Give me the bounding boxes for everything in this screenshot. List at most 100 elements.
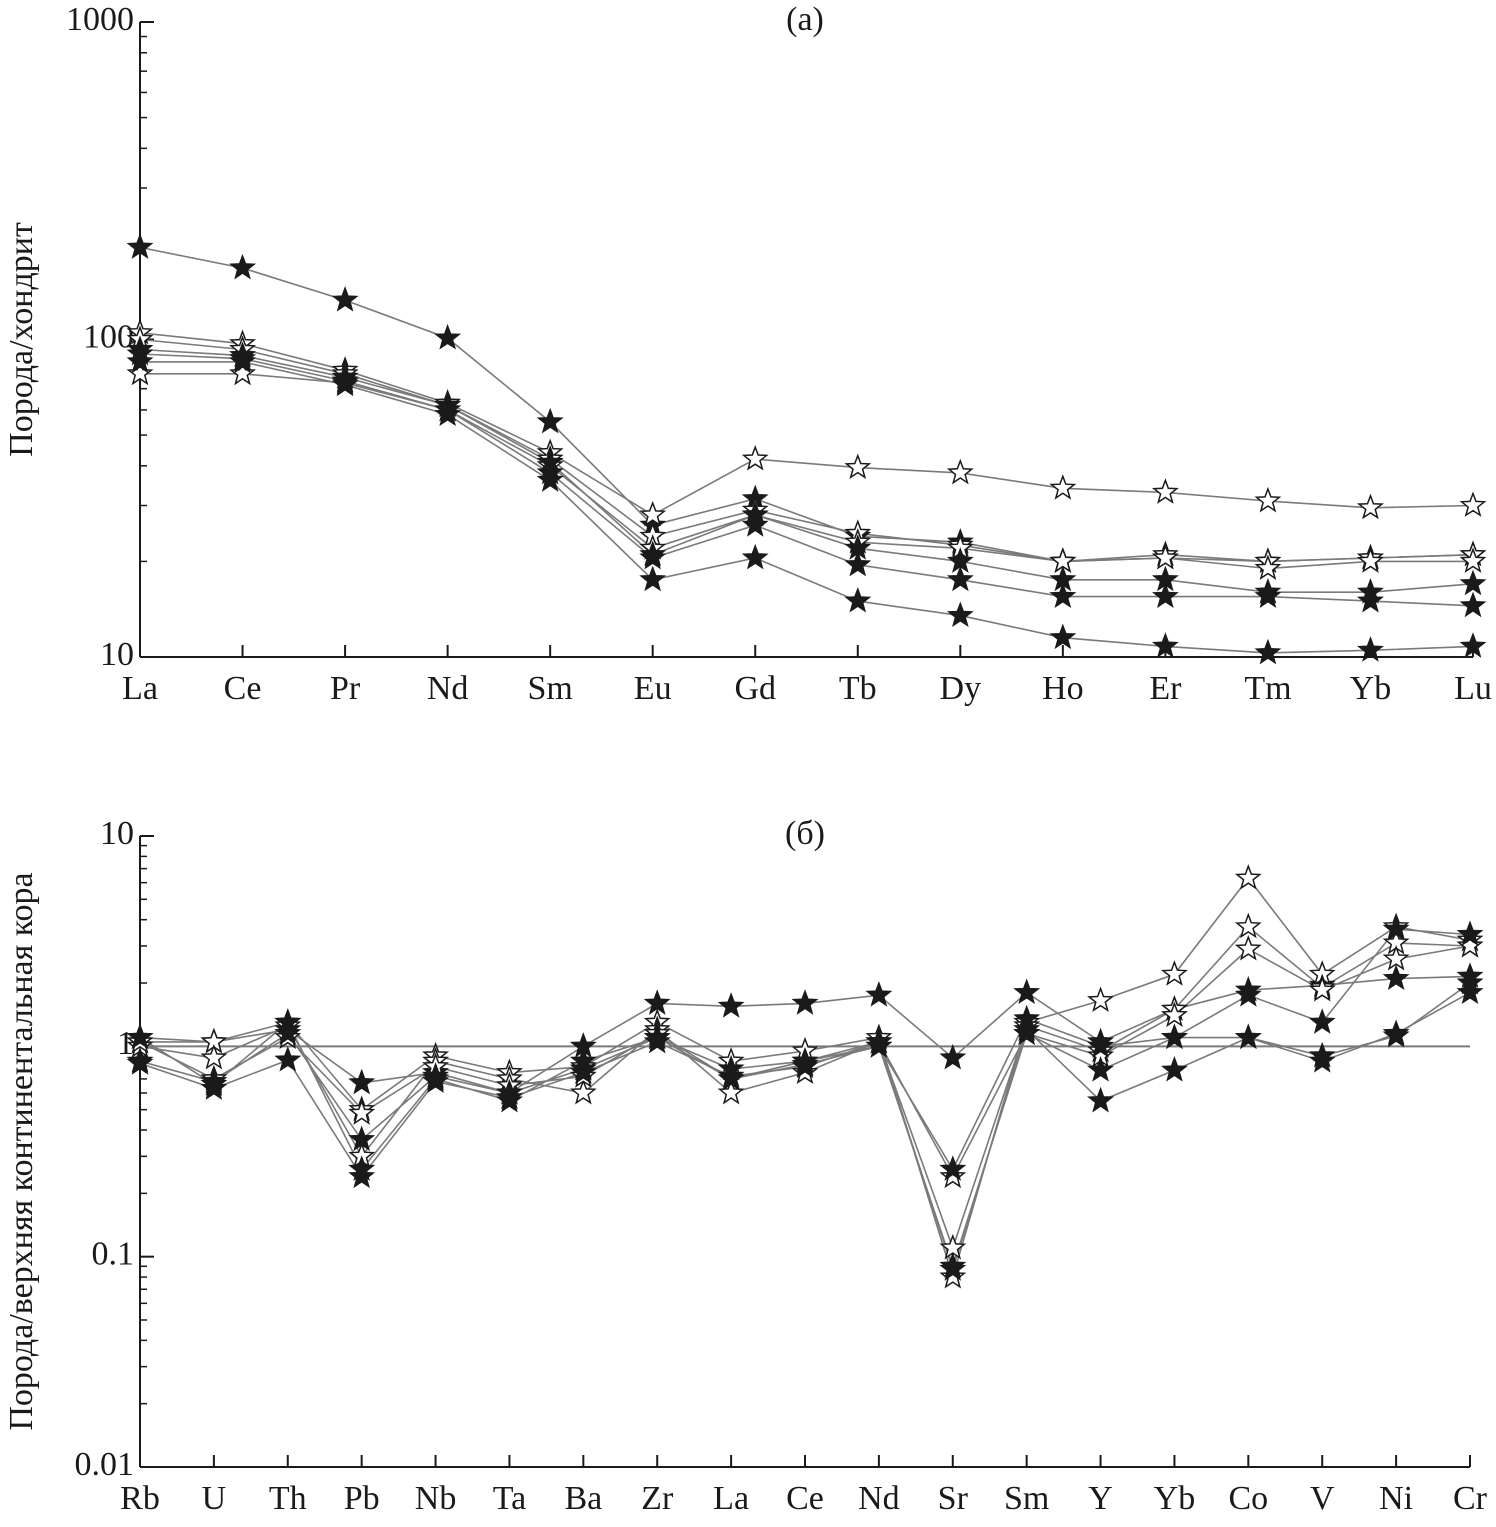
star-marker [1308, 975, 1336, 1002]
x-tick-label: Dy [940, 670, 982, 707]
star-marker [200, 1070, 228, 1096]
star-marker [536, 466, 564, 492]
x-tick-label: Ho [1042, 670, 1084, 707]
star-marker [274, 1045, 302, 1072]
star-marker [1234, 912, 1262, 939]
star-marker [844, 550, 872, 577]
x-tick-label: Yb [1350, 670, 1392, 707]
x-tick-label: Ni [1379, 1480, 1413, 1517]
star-marker [1459, 591, 1487, 618]
star-marker [1356, 547, 1384, 573]
star-marker [1356, 493, 1384, 520]
x-tick-label: Rb [120, 1480, 160, 1517]
star-marker [126, 1049, 154, 1075]
star-marker [939, 1252, 967, 1278]
star-marker [1382, 964, 1410, 991]
star-marker [348, 1162, 376, 1189]
series-line [139, 338, 1474, 563]
x-tick-label: Tb [839, 670, 877, 707]
star-marker [569, 1047, 597, 1073]
x-tick-label: Ce [786, 1480, 824, 1517]
star-marker [1013, 1019, 1041, 1046]
star-marker [200, 1043, 228, 1070]
y-axis-label: Порода/хондрит [3, 222, 40, 457]
star-marker [1308, 1041, 1336, 1068]
star-marker [865, 981, 893, 1007]
star-marker [1356, 636, 1384, 662]
x-tick-label: Th [269, 1480, 307, 1517]
star-marker [717, 1078, 745, 1105]
star-marker [126, 347, 154, 374]
star-marker [229, 359, 257, 386]
star-marker [1459, 632, 1487, 658]
y-tick-label: 1000 [66, 1, 134, 38]
y-axis-label: Порода/верхняя континентальная кора [3, 872, 40, 1430]
x-tick-label: Sm [1004, 1480, 1049, 1517]
series-line [140, 361, 1474, 654]
y-tick-label: 0.1 [92, 1235, 135, 1272]
star-marker [1087, 1086, 1115, 1113]
star-marker [1049, 474, 1077, 500]
star-marker [1456, 931, 1484, 958]
x-tick-label: Sm [527, 670, 572, 707]
x-tick-label: Eu [634, 670, 672, 707]
x-tick-label: La [122, 670, 158, 707]
star-marker [229, 253, 257, 280]
star-marker [1151, 582, 1179, 609]
x-tick-label: Pr [330, 670, 361, 707]
star-marker [1356, 586, 1384, 613]
y-tick-label: 0.01 [75, 1446, 135, 1483]
x-tick-label: Nd [427, 670, 469, 707]
star-marker [1254, 554, 1282, 580]
star-marker [643, 1023, 671, 1050]
star-marker [1382, 915, 1410, 941]
series-line [139, 246, 1474, 563]
series-line [139, 353, 1474, 607]
star-marker [1308, 1008, 1336, 1034]
x-tick-label: V [1310, 1480, 1335, 1517]
star-marker [844, 453, 872, 480]
x-tick-label: Ta [493, 1480, 527, 1517]
x-tick-label: Cr [1453, 1480, 1488, 1517]
star-marker [1234, 864, 1262, 890]
series-line [139, 925, 1471, 1251]
star-marker [1160, 960, 1188, 986]
series-line [139, 991, 1471, 1273]
star-marker [741, 444, 769, 471]
star-marker [1459, 491, 1487, 517]
star-marker [348, 1125, 376, 1152]
star-marker [1459, 569, 1487, 596]
star-marker [1160, 1056, 1188, 1082]
star-marker [1254, 582, 1282, 609]
y-tick-label: 10 [100, 636, 134, 673]
star-marker [717, 992, 745, 1018]
x-tick-label: Nb [415, 1480, 457, 1517]
star-marker [1087, 1056, 1115, 1082]
star-marker [1087, 1032, 1115, 1058]
star-marker [1087, 986, 1115, 1013]
star-marker [1382, 1021, 1410, 1048]
star-marker [229, 347, 257, 374]
star-marker [1151, 543, 1179, 570]
series-line [139, 332, 1474, 516]
star-marker [434, 400, 462, 427]
star-marker [1254, 638, 1282, 665]
star-marker [1013, 978, 1041, 1005]
star-marker [1160, 1023, 1188, 1050]
star-marker [939, 1162, 967, 1189]
series-line [139, 982, 1471, 1269]
x-tick-label: Ce [224, 670, 262, 707]
star-marker [1151, 632, 1179, 658]
series-line [140, 373, 1473, 570]
x-tick-label: La [713, 1480, 749, 1517]
star-marker [946, 458, 974, 485]
x-tick-label: U [202, 1480, 227, 1517]
star-marker [1456, 968, 1484, 995]
star-marker [639, 500, 667, 527]
star-marker [1160, 1001, 1188, 1028]
star-marker [1234, 981, 1262, 1007]
star-marker [569, 1058, 597, 1085]
star-marker [348, 1068, 376, 1095]
x-tick-label: Pb [344, 1480, 380, 1517]
x-tick-label: Co [1228, 1480, 1268, 1517]
